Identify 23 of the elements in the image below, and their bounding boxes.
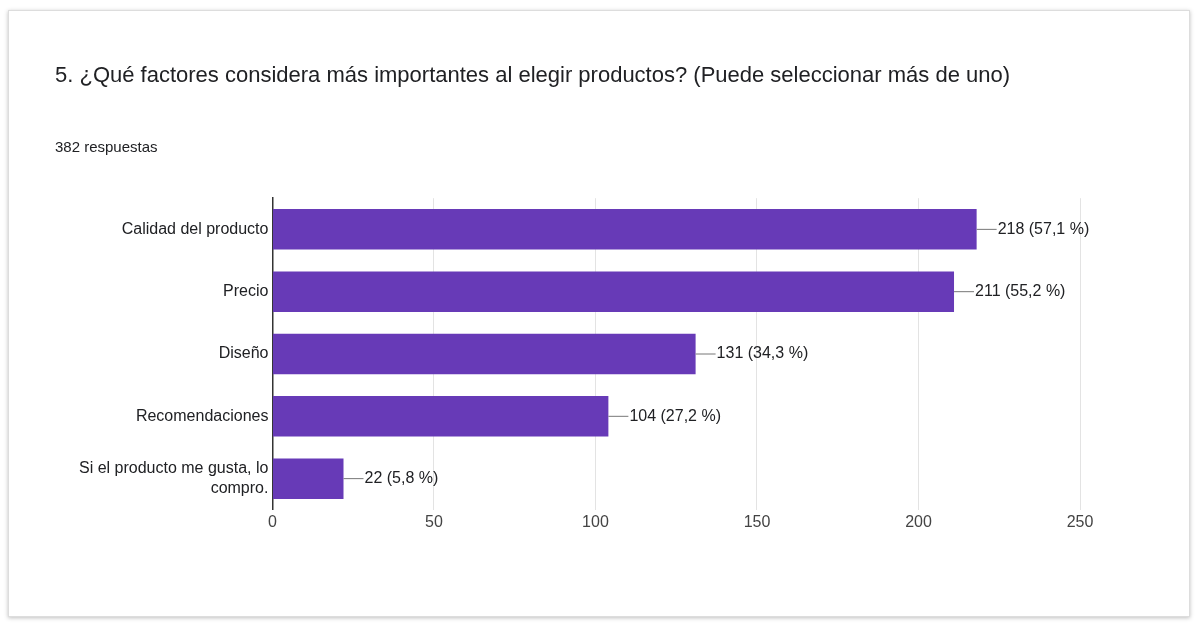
chart-title: 5. ¿Qué factores considera más importantes al elegir productos? (Puede seleccionar más de uno) (55, 61, 1012, 89)
data-label: 104 (27,2 %) (629, 406, 721, 424)
bar (272, 271, 955, 312)
y-tick-label: Calidad del producto (121, 219, 269, 237)
bar (272, 458, 344, 499)
x-tick-label: 100 (582, 512, 609, 530)
x-tick-label: 0 (267, 512, 277, 530)
bar (272, 396, 609, 437)
data-label: 218 (57,1 %) (997, 219, 1090, 237)
x-tick-label: 250 (1066, 512, 1094, 530)
y-tick-label: Recomendaciones (135, 406, 269, 424)
y-tick-label: Diseño (218, 344, 269, 362)
bar (272, 333, 696, 375)
x-tick-label: 150 (743, 512, 771, 530)
x-tick-label: 50 (425, 512, 443, 530)
y-tick-label: Precio (223, 282, 269, 300)
data-label: 131 (34,3 %) (716, 344, 809, 362)
text: 382 respuestas (55, 138, 158, 155)
data-label: 211 (55,2 %) (975, 282, 1066, 300)
y-tick-label: Si el producto me gusta, lo compro. (79, 459, 269, 496)
data-label: 22 (5,8 %) (364, 469, 439, 487)
x-tick-label: 200 (905, 512, 932, 530)
bar (272, 209, 977, 250)
